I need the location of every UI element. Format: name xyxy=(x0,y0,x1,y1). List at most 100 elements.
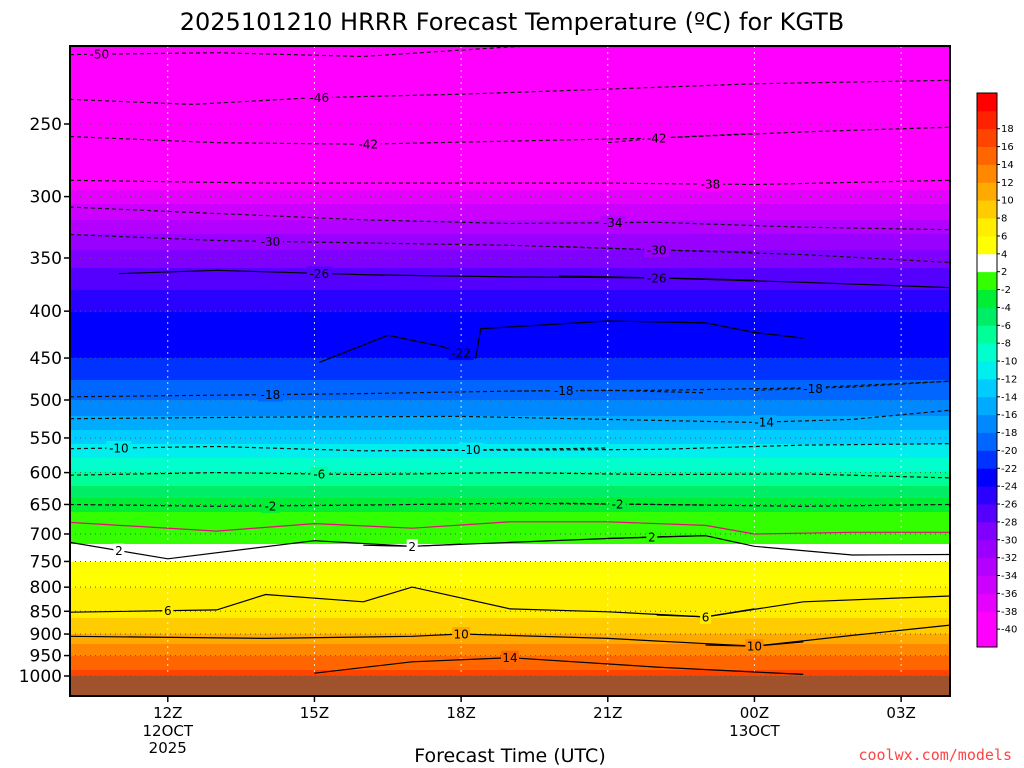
temperature-band xyxy=(70,450,950,453)
ground-below-surface xyxy=(70,676,950,696)
x-tick-sublabel: 2025 xyxy=(149,739,187,757)
temperature-band xyxy=(70,168,950,171)
colorbar-swatch xyxy=(977,343,997,362)
colorbar-swatch xyxy=(977,504,997,523)
temperature-band xyxy=(70,342,950,345)
x-tick-label: 03Z xyxy=(886,704,915,722)
temperature-band xyxy=(70,104,950,107)
temperature-band xyxy=(70,146,950,149)
isotherm-label-bg xyxy=(644,242,670,257)
temperature-band xyxy=(70,184,950,187)
y-tick-label: 650 xyxy=(30,495,62,515)
colorbar-swatch xyxy=(977,235,997,255)
temperature-band xyxy=(70,282,950,285)
isotherm-label-bg xyxy=(261,498,280,513)
temperature-band xyxy=(70,338,950,341)
temperature-band xyxy=(70,200,950,203)
temperature-band xyxy=(70,628,950,631)
colorbar-tick-label: -16 xyxy=(1001,410,1017,421)
temperature-band xyxy=(70,440,950,443)
credit-link[interactable]: coolwx.com/models xyxy=(858,746,1012,764)
temperature-band xyxy=(70,386,950,389)
temperature-band xyxy=(70,352,950,355)
temperature-band xyxy=(70,524,950,527)
temperature-band xyxy=(70,538,950,541)
temperature-band xyxy=(70,192,950,195)
y-tick-label: 850 xyxy=(30,602,62,622)
temperature-band xyxy=(70,446,950,449)
temperature-band xyxy=(70,406,950,409)
colorbar-swatch xyxy=(977,128,997,148)
colorbar-tick-label: 16 xyxy=(1001,142,1014,153)
temperature-band xyxy=(70,196,950,199)
temperature-band xyxy=(70,216,950,219)
colorbar-swatch xyxy=(977,432,997,451)
temperature-band xyxy=(70,238,950,241)
isotherm-label-bg xyxy=(113,543,125,558)
temperature-band xyxy=(70,492,950,495)
colorbar-swatch xyxy=(977,289,997,308)
temperature-band xyxy=(70,68,950,71)
colorbar-tick-label: -6 xyxy=(1001,321,1011,332)
temperature-band xyxy=(70,456,950,459)
temperature-band xyxy=(70,484,950,487)
temperature-band xyxy=(70,256,950,259)
temperature-band xyxy=(70,220,950,223)
temperature-band xyxy=(70,430,950,433)
temperature-band xyxy=(70,554,950,557)
temperature-band xyxy=(70,562,950,565)
temperature-band xyxy=(70,626,950,629)
temperature-band xyxy=(70,312,950,315)
temperature-band xyxy=(70,240,950,243)
temperature-band xyxy=(70,198,950,201)
temperature-band xyxy=(70,222,950,225)
temperature-band xyxy=(70,360,950,363)
temperature-band xyxy=(70,304,950,307)
temperature-band xyxy=(70,434,950,437)
temperature-band xyxy=(70,664,950,667)
temperature-band xyxy=(70,518,950,521)
temperature-band xyxy=(70,666,950,669)
temperature-band xyxy=(70,548,950,551)
isotherm--22 xyxy=(319,320,804,363)
isotherm-label: -30 xyxy=(261,235,281,249)
y-tick-label: 250 xyxy=(30,115,62,135)
temperature-band xyxy=(70,328,950,331)
temperature-band xyxy=(70,324,950,327)
temperature-band xyxy=(70,138,950,141)
x-tick-label: 18Z xyxy=(446,704,475,722)
colorbar-swatch xyxy=(977,539,997,559)
temperature-band xyxy=(70,592,950,595)
temperature-band xyxy=(70,364,950,367)
temperature-band xyxy=(70,336,950,339)
temperature-band xyxy=(70,120,950,123)
temperature-colorbar: 18 16 14 12 10 8 6 4 2 -2 -4 -6 -8 -10 -12 -14 -16 -18 -20… xyxy=(976,92,1017,648)
y-tick-label: 500 xyxy=(30,391,62,411)
temperature-band xyxy=(70,130,950,133)
isotherm-label-bg xyxy=(458,442,484,457)
temperature-band xyxy=(70,132,950,135)
temperature-band xyxy=(70,330,950,333)
temperature-band xyxy=(70,354,950,357)
isotherm-label: -30 xyxy=(647,243,667,257)
temperature-band xyxy=(70,88,950,91)
temperature-band xyxy=(70,526,950,529)
isotherm-label-bg xyxy=(800,381,826,396)
isotherm-label: -18 xyxy=(554,384,574,398)
isotherm-label: -10 xyxy=(109,441,129,455)
isotherm-label: -2 xyxy=(264,499,276,513)
temperature-band xyxy=(70,112,950,115)
temperature-band xyxy=(70,480,950,483)
temperature-band xyxy=(70,374,950,377)
temperature-band xyxy=(70,292,950,295)
x-tick-label: 21Z xyxy=(593,704,622,722)
temperature-band xyxy=(70,432,950,435)
x-tick-sublabel: 13OCT xyxy=(729,722,780,740)
temperature-band xyxy=(70,624,950,627)
temperature-band xyxy=(70,344,950,347)
temperature-band xyxy=(70,166,950,169)
isotherm-label: -2 xyxy=(612,497,624,511)
temperature-band xyxy=(70,394,950,397)
temperature-band xyxy=(70,564,950,567)
y-tick-label: 400 xyxy=(30,302,62,322)
